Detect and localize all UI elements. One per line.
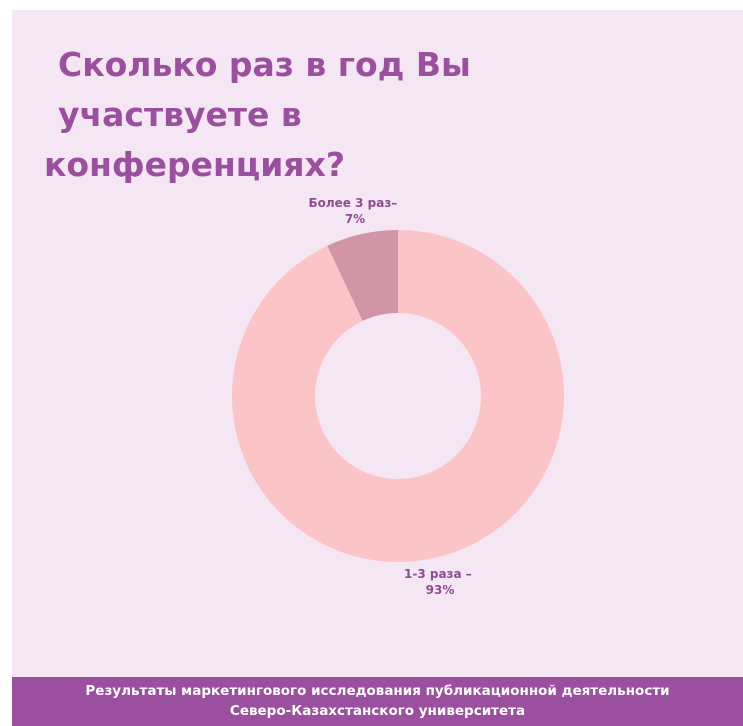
page-title-line-2: конференциях? (44, 145, 345, 184)
slice-label-1-3-line-2: 93% (426, 583, 455, 597)
footer-banner: Результаты маркетингового исследования п… (12, 677, 743, 726)
infographic-background (12, 10, 743, 726)
donut-slices (231, 230, 564, 562)
slice-label-more-than-3-line-2: 7% (345, 212, 365, 226)
page-title: Сколько раз в год Вы участвуете в конфер… (44, 40, 684, 190)
slice-label-more-than-3: Более 3 раз– 7% (308, 196, 401, 226)
slice-label-1-3: 1-3 раза – 93% (404, 567, 476, 597)
slice-label-more-than-3-line-1: Более 3 раз– (308, 196, 397, 210)
donut-slice-1-3 (231, 230, 564, 562)
page-title-line-1: Сколько раз в год Вы участвуете в (58, 45, 471, 134)
footer-line-1: Результаты маркетингового исследования п… (85, 683, 670, 699)
donut-slice-more-than-3 (327, 230, 398, 321)
footer-line-2: Северо-Казахстанского университета (229, 703, 526, 719)
slice-label-1-3-line-1: 1-3 раза – (404, 567, 472, 581)
